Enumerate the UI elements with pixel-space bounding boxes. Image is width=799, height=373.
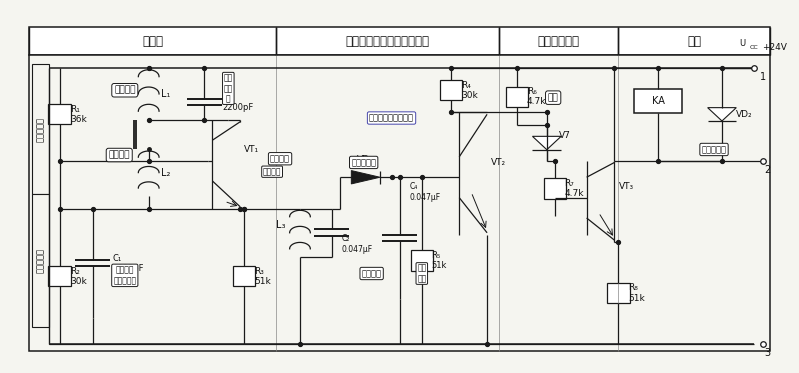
Text: 输出: 输出 [687, 35, 701, 48]
Bar [543, 178, 566, 198]
Text: R₈
51k: R₈ 51k [628, 283, 645, 303]
Text: 钓位: 钓位 [548, 93, 559, 102]
Text: 射极直流
负反馈电阵: 射极直流 负反馈电阵 [113, 266, 137, 285]
Text: 稳频
滤波: 稳频 滤波 [417, 264, 427, 283]
Text: L₁: L₁ [161, 89, 170, 99]
Polygon shape [532, 137, 561, 150]
Text: 反馈线圈: 反馈线圈 [109, 151, 130, 160]
Text: VD₁: VD₁ [357, 155, 374, 164]
Bar [607, 283, 630, 303]
Text: R₃
51k: R₃ 51k [255, 267, 272, 286]
Text: L₃: L₃ [276, 220, 285, 231]
Bar [49, 104, 70, 125]
Text: 稳电
频器
整: 稳电 频器 整 [224, 73, 233, 103]
Text: 续流二极管: 续流二极管 [702, 145, 726, 154]
Text: VT₂: VT₂ [491, 158, 507, 167]
Text: 输出线圈: 输出线圈 [263, 167, 281, 176]
Text: 直流级间负反馈电阵: 直流级间负反馈电阵 [369, 113, 414, 122]
Text: 1: 1 [760, 72, 766, 82]
Bar [507, 87, 528, 107]
Polygon shape [708, 108, 737, 121]
Text: VD₂: VD₂ [737, 110, 753, 119]
Bar [233, 266, 256, 286]
Text: U: U [740, 39, 745, 48]
Text: 振荡线圈: 振荡线圈 [114, 86, 136, 95]
Bar [30, 55, 769, 351]
Bar [32, 194, 50, 327]
Text: VT₃: VT₃ [618, 182, 634, 191]
Text: R₇
4.7k: R₇ 4.7k [564, 179, 584, 198]
Text: 2: 2 [764, 165, 770, 175]
Bar [30, 27, 769, 55]
Bar [440, 80, 463, 100]
Bar [411, 250, 433, 271]
Text: 振荡器: 振荡器 [142, 35, 163, 48]
Polygon shape [352, 170, 380, 184]
Text: R₁
36k: R₁ 36k [70, 104, 86, 124]
Text: R₅
51k: R₅ 51k [431, 251, 447, 270]
Text: KA: KA [652, 96, 665, 106]
Text: 振荡信号输出、检波、滤波: 振荡信号输出、检波、滤波 [345, 35, 430, 48]
Text: R₆
4.7k: R₆ 4.7k [527, 87, 547, 106]
Text: R₂
30k: R₂ 30k [70, 267, 86, 286]
Text: C₃
2200pF: C₃ 2200pF [223, 93, 254, 112]
Text: 开关信号放大: 开关信号放大 [538, 35, 580, 48]
Text: L₂: L₂ [161, 167, 170, 178]
Text: C₁
6800pF: C₁ 6800pF [113, 254, 145, 273]
Bar [49, 266, 70, 286]
Bar [634, 89, 682, 113]
Bar [32, 64, 50, 194]
Text: CC: CC [749, 45, 758, 50]
Text: V7: V7 [559, 131, 570, 140]
Text: C₄
0.047μF: C₄ 0.047μF [410, 182, 441, 202]
Text: 3: 3 [764, 348, 770, 358]
Text: R₄
30k: R₄ 30k [461, 81, 478, 100]
Text: 滤波电容: 滤波电容 [362, 269, 382, 278]
Text: 下偏置电阵: 下偏置电阵 [36, 248, 45, 273]
Text: +24V: +24V [761, 44, 787, 53]
Text: 上偏置电阵: 上偏置电阵 [36, 117, 45, 142]
Text: VT₁: VT₁ [244, 145, 260, 154]
Text: C₂
0.047μF: C₂ 0.047μF [341, 234, 372, 254]
Text: 检波二极管: 检波二极管 [352, 158, 376, 167]
Text: 输出线圈: 输出线圈 [270, 154, 290, 163]
